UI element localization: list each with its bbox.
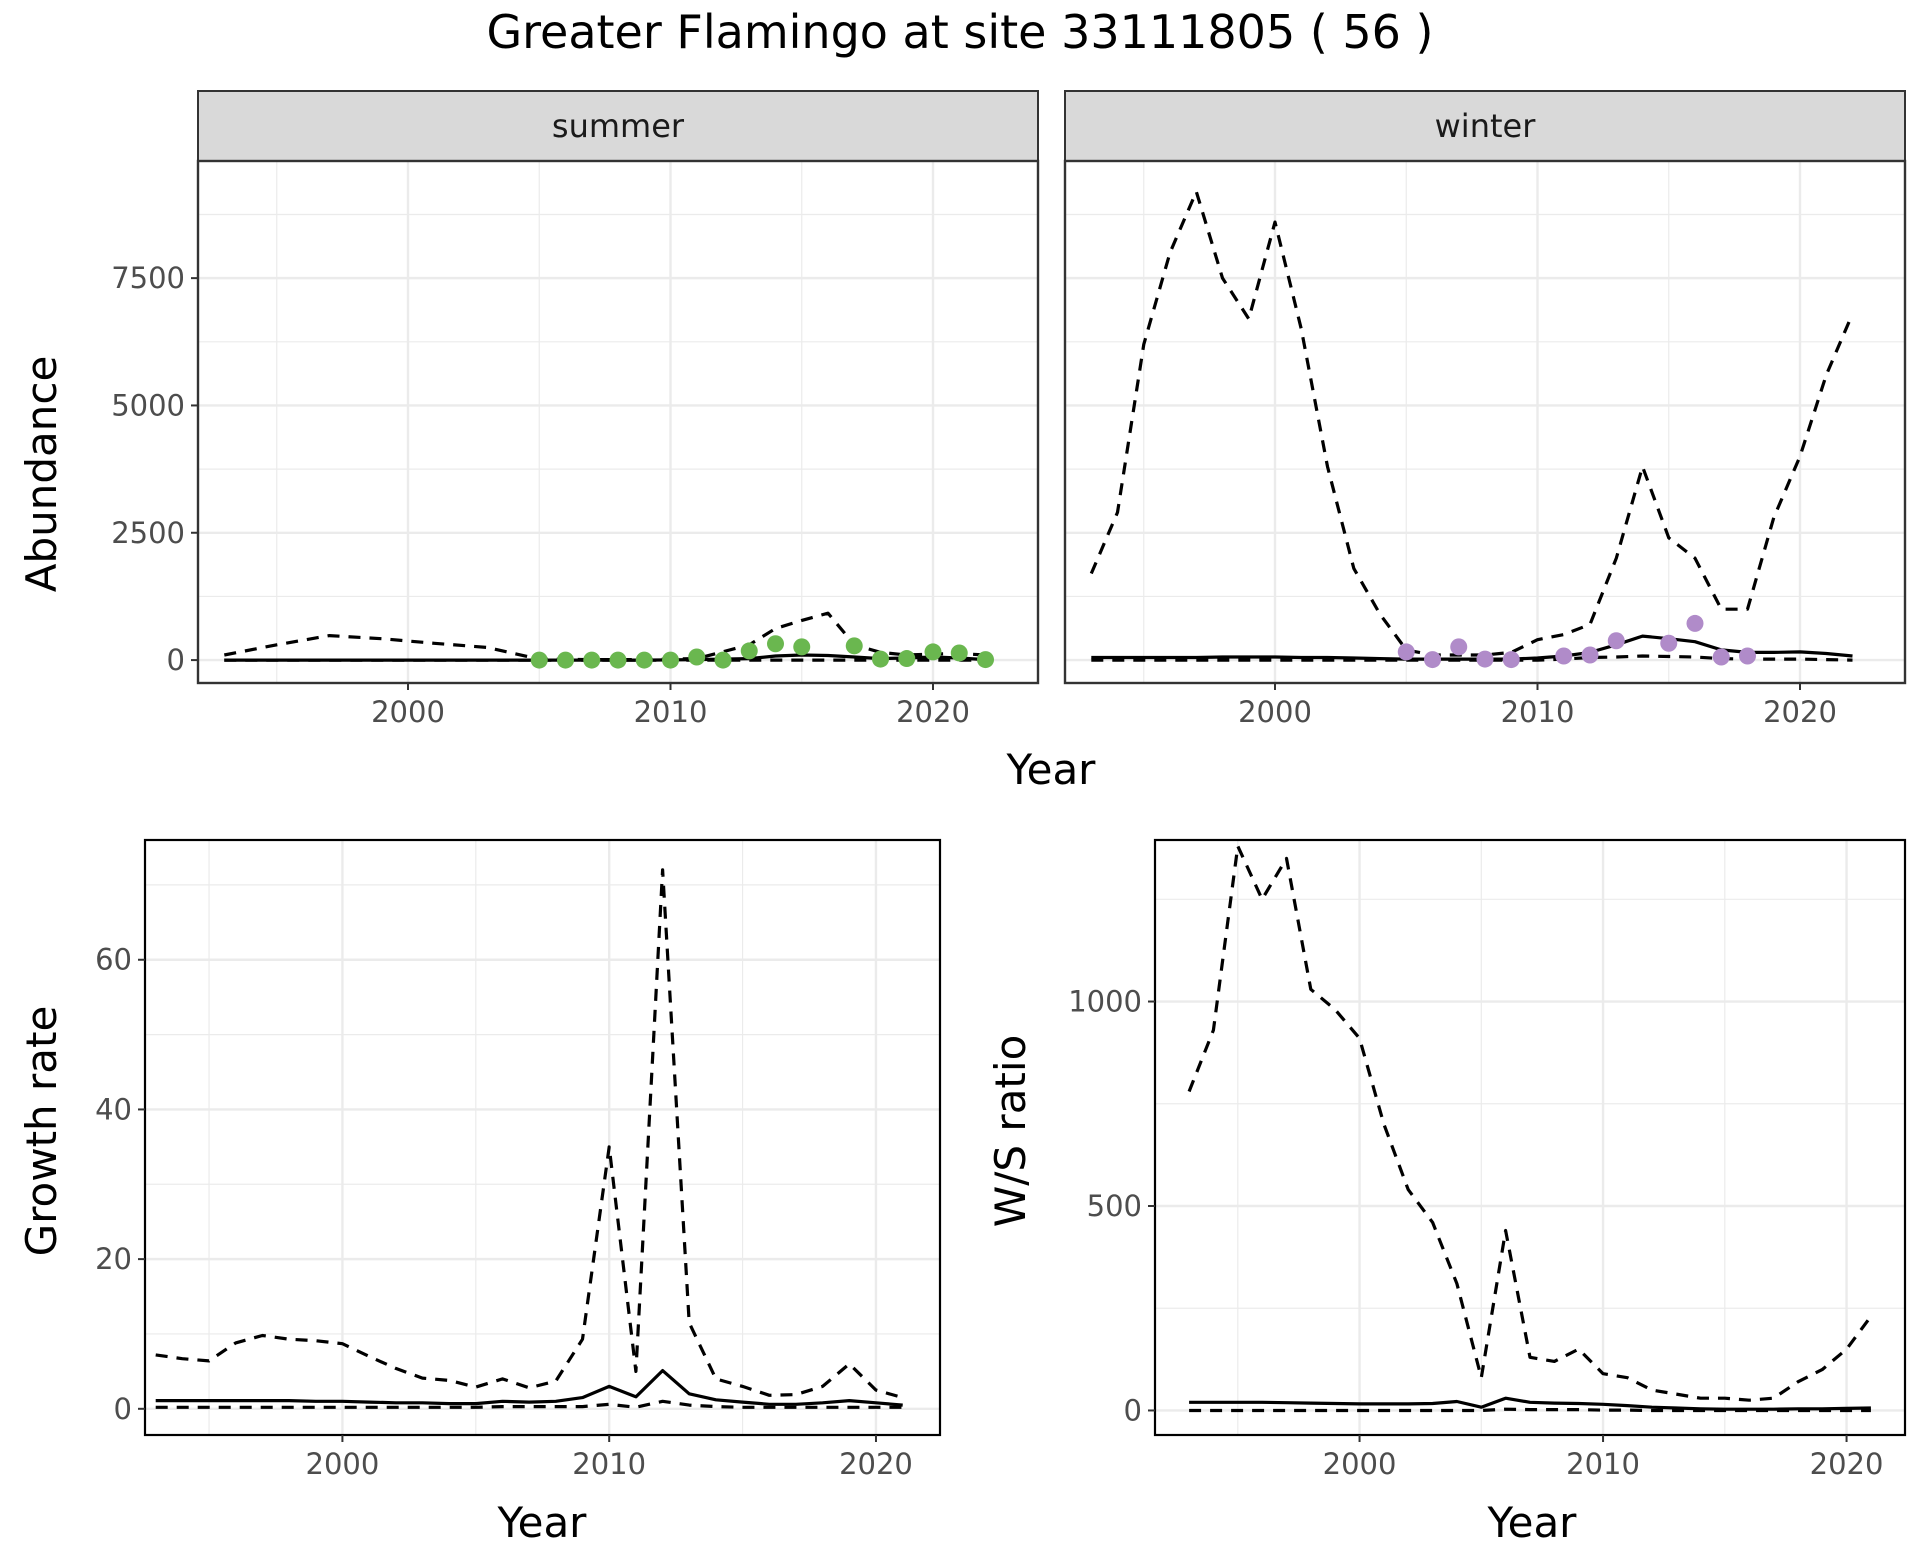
upper-bound-line xyxy=(223,611,986,662)
y-tick-label: 0 xyxy=(114,1392,132,1426)
x-tick-label: 2010 xyxy=(1566,1447,1640,1481)
observed-point xyxy=(635,651,653,669)
observed-point xyxy=(740,642,758,660)
x-tick-label: 2000 xyxy=(1323,1447,1397,1481)
observed-point xyxy=(950,644,968,662)
observed-point xyxy=(767,635,784,653)
y-tick-label: 40 xyxy=(95,1092,132,1126)
estimate-line xyxy=(1189,1396,1871,1411)
observed-point xyxy=(1502,651,1520,669)
strip-label-summer: summer xyxy=(552,107,685,145)
growth-rate-chart: 2000 2010 2020 0 20 40 60 Year Growth rate xyxy=(17,838,942,1547)
observed-point xyxy=(872,650,889,668)
x-axis-title-abundance: Year xyxy=(1006,745,1097,794)
observed-point xyxy=(662,651,679,669)
x-axis-title-growth: Year xyxy=(497,1498,588,1547)
x-tick-label: 2000 xyxy=(371,695,445,729)
y-tick-label: 20 xyxy=(95,1242,132,1276)
x-tick-label: 2000 xyxy=(1238,695,1312,729)
observed-point xyxy=(1424,651,1441,669)
abundance-panel-summer: 2000 2010 2020 0 2500 5000 7500 xyxy=(111,159,1040,729)
abundance-chart: summer winter 2000 2010 20200250050007500 … xyxy=(17,90,1907,794)
growth-rate-panel: 2000 2010 2020 0 20 40 60 xyxy=(95,838,942,1481)
observed-point xyxy=(1476,650,1494,668)
y-tick-label: 2500 xyxy=(111,516,185,550)
y-tick-label: 0 xyxy=(1124,1393,1142,1427)
observed-point xyxy=(793,638,811,656)
y-axis-title-growth: Growth rate xyxy=(17,1006,66,1257)
observed-point xyxy=(557,651,574,669)
observed-point xyxy=(977,651,994,669)
panel-background xyxy=(198,161,1038,683)
y-tick-label: 60 xyxy=(95,943,132,977)
panel-border xyxy=(1063,159,1907,685)
x-tick-label: 2010 xyxy=(1501,695,1575,729)
x-tick-label: 2010 xyxy=(572,1447,646,1481)
estimate-line xyxy=(155,1369,903,1407)
panel-border xyxy=(1153,838,1907,1437)
upper-bound-line xyxy=(1187,844,1873,1402)
upper-bound-line xyxy=(1089,190,1854,657)
observed-point xyxy=(1739,647,1756,665)
observed-point xyxy=(714,651,732,669)
observed-point xyxy=(1450,638,1468,656)
upper-bound-line xyxy=(155,868,904,1400)
observed-point xyxy=(1660,634,1678,652)
observed-point xyxy=(898,650,916,668)
y-tick-label: 7500 xyxy=(111,261,185,295)
strip-winter xyxy=(1064,90,1906,162)
observed-point xyxy=(924,643,942,661)
x-tick-label: 2020 xyxy=(1810,1447,1884,1481)
observed-point xyxy=(1581,646,1599,664)
y-tick-label: 5000 xyxy=(111,388,185,422)
ws-ratio-chart: 2000 2010 2020 0 500 1000 Year W/S ratio xyxy=(986,838,1907,1547)
observed-point xyxy=(845,637,863,655)
panel-background xyxy=(145,840,940,1435)
observed-point xyxy=(1397,643,1415,661)
x-axis-title-ws: Year xyxy=(1487,1498,1578,1547)
strip-label-winter: winter xyxy=(1435,107,1537,145)
observed-point xyxy=(583,651,601,669)
observed-point xyxy=(1712,648,1730,666)
observed-point xyxy=(688,648,706,666)
strip-summer xyxy=(197,90,1039,162)
x-tick-label: 2020 xyxy=(839,1447,913,1481)
x-tick-label: 2010 xyxy=(634,695,708,729)
y-axis-title-abundance: Abundance xyxy=(17,356,66,593)
y-tick-label: 0 xyxy=(167,643,185,677)
x-tick-label: 2020 xyxy=(896,695,970,729)
panel-border xyxy=(143,838,942,1437)
observed-point xyxy=(609,651,627,669)
observed-point xyxy=(1607,632,1625,650)
observed-point xyxy=(1686,614,1704,632)
abundance-panel-winter: 2000 2010 2020 xyxy=(1063,159,1907,729)
figure-title: Greater Flamingo at site 33111805 ( 56 ) xyxy=(486,5,1433,59)
y-tick-label: 1000 xyxy=(1068,985,1142,1019)
panel-background xyxy=(1155,840,1905,1435)
panel-border xyxy=(196,159,1040,685)
panel-background xyxy=(1065,161,1905,683)
observed-point xyxy=(1555,647,1573,665)
y-tick-label: 500 xyxy=(1087,1189,1142,1223)
ws-ratio-panel: 2000 2010 2020 0 500 1000 xyxy=(1068,838,1907,1481)
x-tick-label: 2000 xyxy=(306,1447,380,1481)
y-axis-title-ws: W/S ratio xyxy=(986,1035,1035,1228)
observed-point xyxy=(530,651,548,669)
x-tick-label: 2020 xyxy=(1763,695,1837,729)
